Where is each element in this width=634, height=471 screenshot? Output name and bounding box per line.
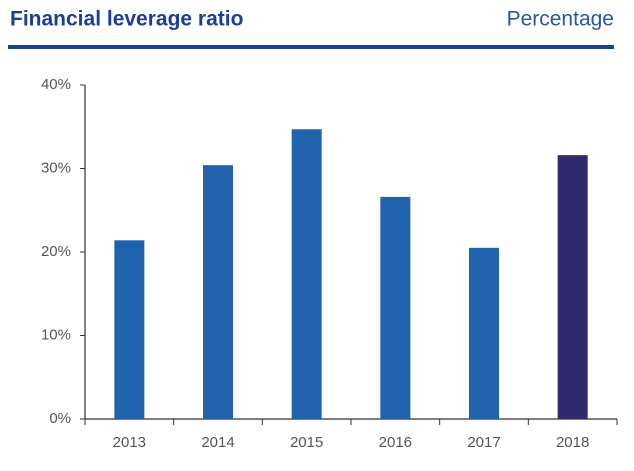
x-tick-label: 2015	[290, 434, 323, 451]
chart-title: Financial leverage ratio	[10, 8, 243, 31]
x-tick-label: 2013	[113, 434, 146, 451]
y-tick-label: 10%	[41, 326, 71, 343]
y-tick-label: 30%	[41, 159, 71, 176]
x-tick-label: 2016	[379, 434, 412, 451]
y-tick-label: 20%	[41, 243, 71, 260]
y-tick-label: 0%	[49, 410, 71, 427]
bar	[291, 129, 322, 419]
header-rule	[8, 45, 614, 49]
bar	[114, 240, 145, 419]
bar	[557, 155, 588, 419]
x-tick-label: 2014	[201, 434, 234, 451]
chart-subtitle: Percentage	[507, 8, 614, 31]
bar	[469, 247, 499, 419]
bar	[203, 165, 233, 419]
x-tick-label: 2017	[467, 434, 500, 451]
bar	[380, 196, 411, 419]
x-tick-label: 2018	[556, 434, 589, 451]
y-tick-label: 40%	[41, 76, 71, 93]
